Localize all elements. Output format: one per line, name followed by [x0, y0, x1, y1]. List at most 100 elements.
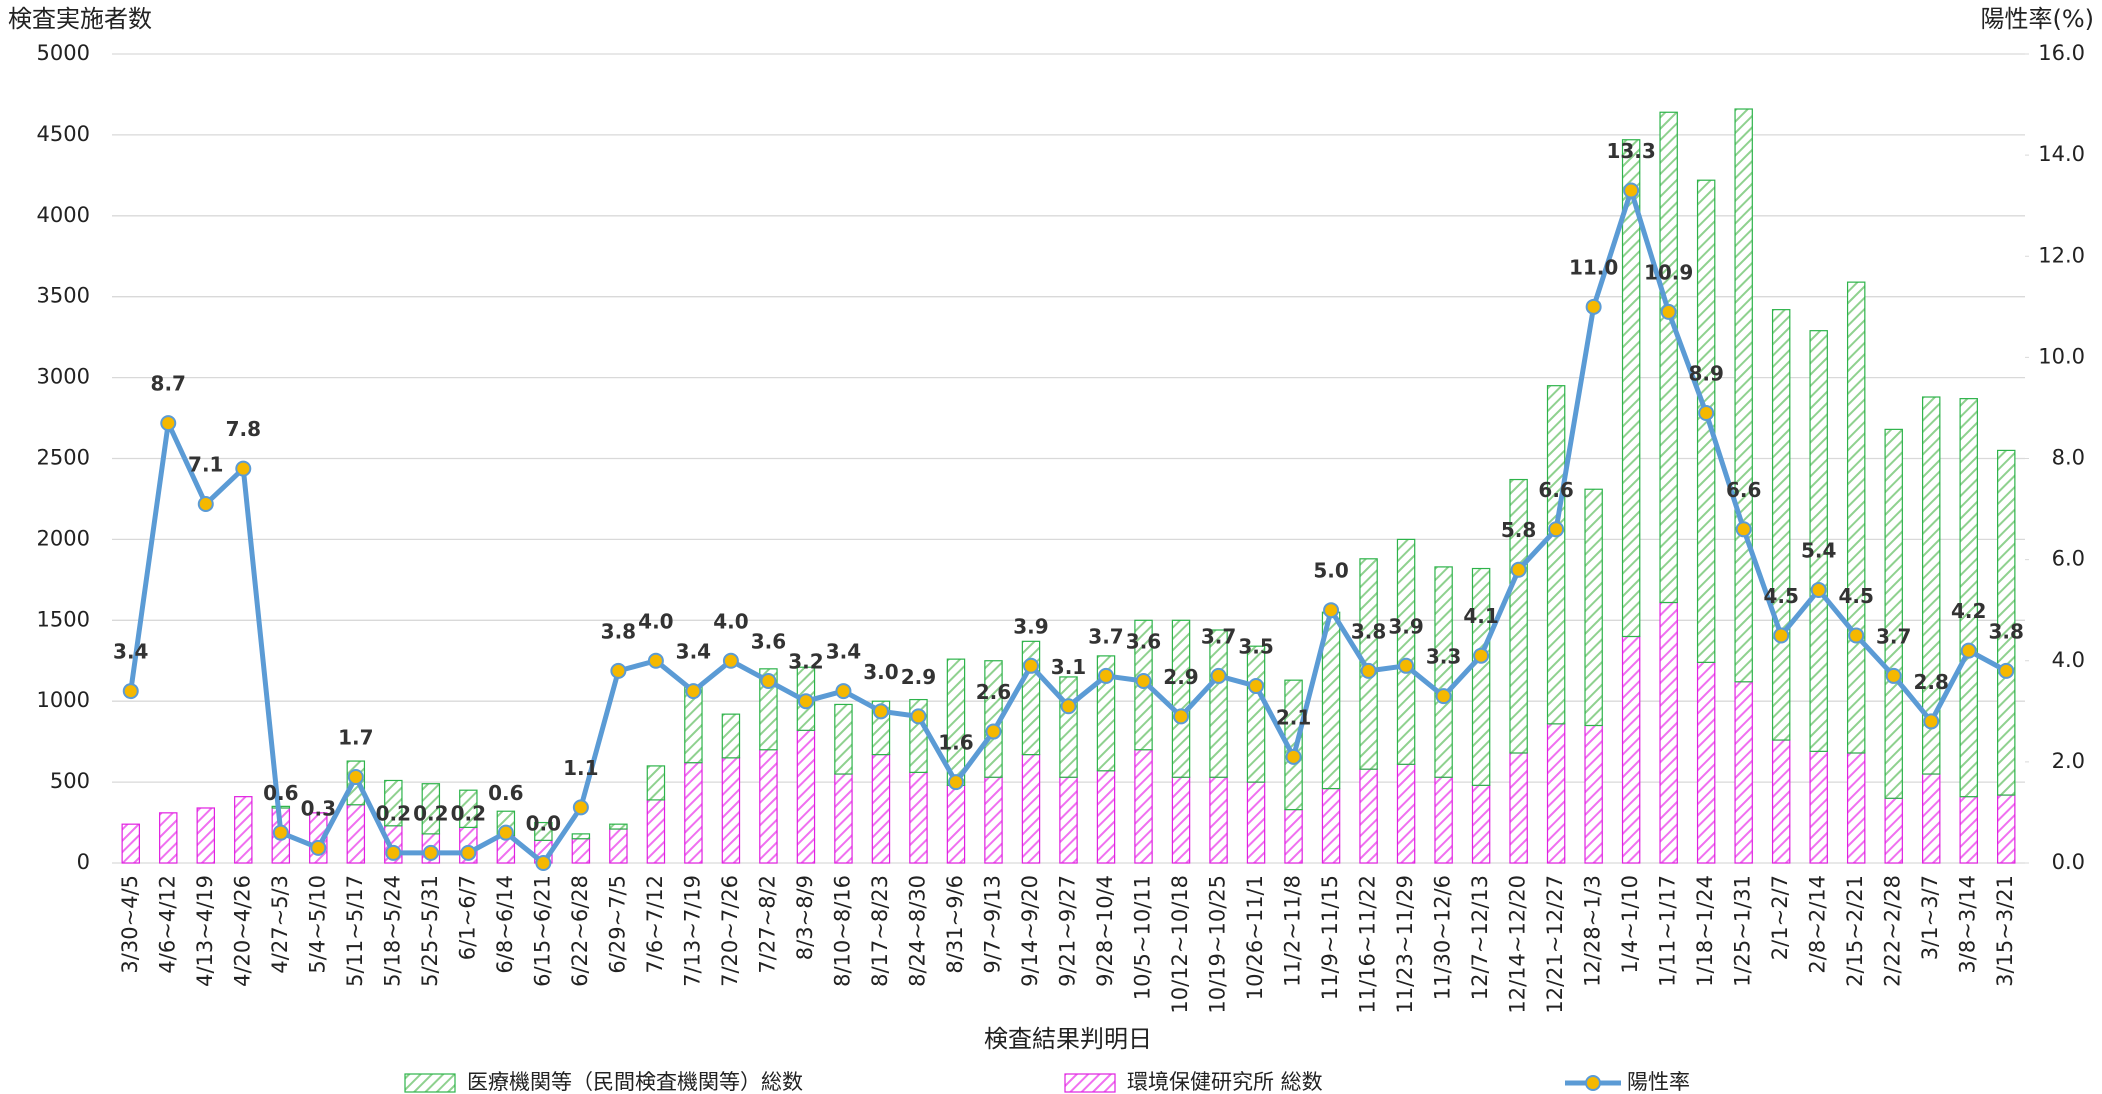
rate-marker — [160, 415, 177, 432]
x-tick-label: 2/8~2/14 — [1806, 875, 1830, 974]
value-label: 4.5 — [1838, 584, 1873, 608]
rate-marker — [1848, 627, 1865, 644]
bar-segment — [946, 784, 966, 864]
bar-segment — [1059, 776, 1078, 864]
value-label: 8.7 — [151, 372, 186, 396]
rate-marker — [1698, 404, 1715, 421]
x-tick-label: 9/7~9/13 — [980, 875, 1004, 974]
rate-marker — [910, 708, 927, 725]
y-tick-label: 5000 — [37, 41, 90, 65]
bar-segment — [1171, 619, 1191, 778]
bar-segment — [346, 804, 366, 864]
value-label: 3.4 — [676, 640, 711, 664]
bar-segment — [1546, 385, 1566, 725]
bar-segment — [384, 779, 403, 827]
legend-swatch — [1064, 1073, 1116, 1093]
x-tick-label: 9/14~9/20 — [1018, 875, 1042, 987]
legend-label: 医療機関等（民間検査機関等）総数 — [467, 1070, 803, 1094]
y2-tick-label: 4.0 — [2052, 648, 2085, 672]
bar-segment — [1621, 635, 1641, 864]
bar-segment — [721, 757, 741, 864]
rate-marker — [1998, 662, 2015, 679]
bar-segment — [684, 762, 703, 864]
rate-marker — [797, 693, 814, 710]
rate-marker — [1810, 581, 1827, 598]
x-tick-label: 11/16~11/22 — [1356, 875, 1380, 1014]
value-label: 5.8 — [1501, 518, 1536, 542]
bar-segment — [1771, 739, 1791, 864]
rate-marker — [1060, 698, 1077, 715]
value-label: 1.1 — [563, 756, 598, 780]
x-tick-label: 11/23~11/29 — [1393, 875, 1417, 1014]
value-label: 3.5 — [1238, 635, 1273, 659]
x-tick-label: 12/14~12/20 — [1506, 875, 1530, 1014]
value-label: 10.9 — [1644, 260, 1693, 284]
x-tick-label: 11/30~12/6 — [1431, 875, 1455, 1000]
value-label: 2.1 — [1276, 705, 1311, 729]
bar-segment — [1171, 776, 1191, 864]
x-tick-label: 6/15~6/21 — [530, 875, 554, 987]
legend-marker — [1585, 1075, 1601, 1091]
value-label: 1.7 — [338, 726, 373, 750]
bar-segment — [1509, 752, 1528, 864]
x-tick-label: 1/18~1/24 — [1693, 875, 1717, 987]
rate-marker — [1623, 182, 1640, 199]
bar-segment — [196, 807, 216, 864]
x-tick-label: 8/10~8/16 — [830, 875, 854, 987]
bar-segment — [1696, 661, 1716, 864]
rate-marker — [1548, 521, 1565, 538]
bar-segment — [1134, 749, 1153, 864]
value-label: 3.7 — [1201, 624, 1236, 648]
bar-segment — [1809, 750, 1828, 864]
bar-segment — [1959, 796, 1978, 864]
value-label: 3.1 — [1051, 655, 1086, 679]
bar-segment — [1096, 655, 1116, 772]
bar-segment — [834, 703, 853, 775]
bar-segment — [796, 729, 816, 864]
value-label: 4.2 — [1951, 599, 1986, 623]
y-tick-label: 1000 — [37, 688, 90, 712]
x-tick-label: 1/25~1/31 — [1731, 875, 1755, 987]
value-label: 3.8 — [601, 619, 636, 643]
rate-marker — [1098, 667, 1115, 684]
y-tick-label: 1500 — [37, 607, 90, 631]
bar-segment — [1846, 752, 1866, 864]
bar-segment — [1921, 773, 1941, 864]
x-tick-label: 3/30~4/5 — [118, 875, 142, 974]
value-label: 4.0 — [638, 609, 673, 633]
bar-segment — [1471, 784, 1491, 864]
bar-segment — [1471, 567, 1491, 786]
value-label: 2.9 — [1163, 665, 1198, 689]
rate-marker — [1885, 667, 1902, 684]
bar-segment — [609, 828, 628, 864]
bar-segment — [1434, 776, 1453, 864]
y-tick-label: 500 — [50, 769, 90, 793]
bar-segment — [1921, 396, 1941, 775]
rate-marker — [460, 844, 477, 861]
x-axis-title: 検査結果判明日 — [984, 1025, 1152, 1053]
x-tick-label: 6/29~7/5 — [605, 875, 629, 974]
x-tick-label: 4/20~4/26 — [230, 875, 254, 987]
x-tick-label: 9/28~10/4 — [1093, 875, 1117, 987]
y-axis-title: 検査実施者数 — [8, 5, 152, 33]
x-tick-label: 8/24~8/30 — [905, 875, 929, 987]
rate-marker — [1248, 678, 1265, 695]
rate-marker — [347, 769, 364, 786]
x-tick-label: 8/31~9/6 — [943, 875, 967, 974]
bar-segment — [459, 789, 478, 829]
bar-segment — [1396, 763, 1416, 864]
value-label: 13.3 — [1606, 139, 1655, 163]
rate-marker — [722, 652, 739, 669]
bar-segment — [946, 658, 966, 786]
bar-segment — [1846, 281, 1866, 754]
x-tick-label: 11/9~11/15 — [1318, 875, 1342, 1000]
value-label: 3.0 — [863, 660, 898, 684]
rate-marker — [497, 824, 514, 841]
rate-marker — [1660, 303, 1677, 320]
value-label: 3.4 — [826, 640, 861, 664]
y-tick-label: 3500 — [37, 284, 90, 308]
bar-segment — [1809, 330, 1828, 752]
x-tick-label: 9/21~9/27 — [1056, 875, 1080, 987]
bar-segment — [1246, 645, 1266, 783]
x-tick-label: 3/8~3/14 — [1956, 875, 1980, 974]
